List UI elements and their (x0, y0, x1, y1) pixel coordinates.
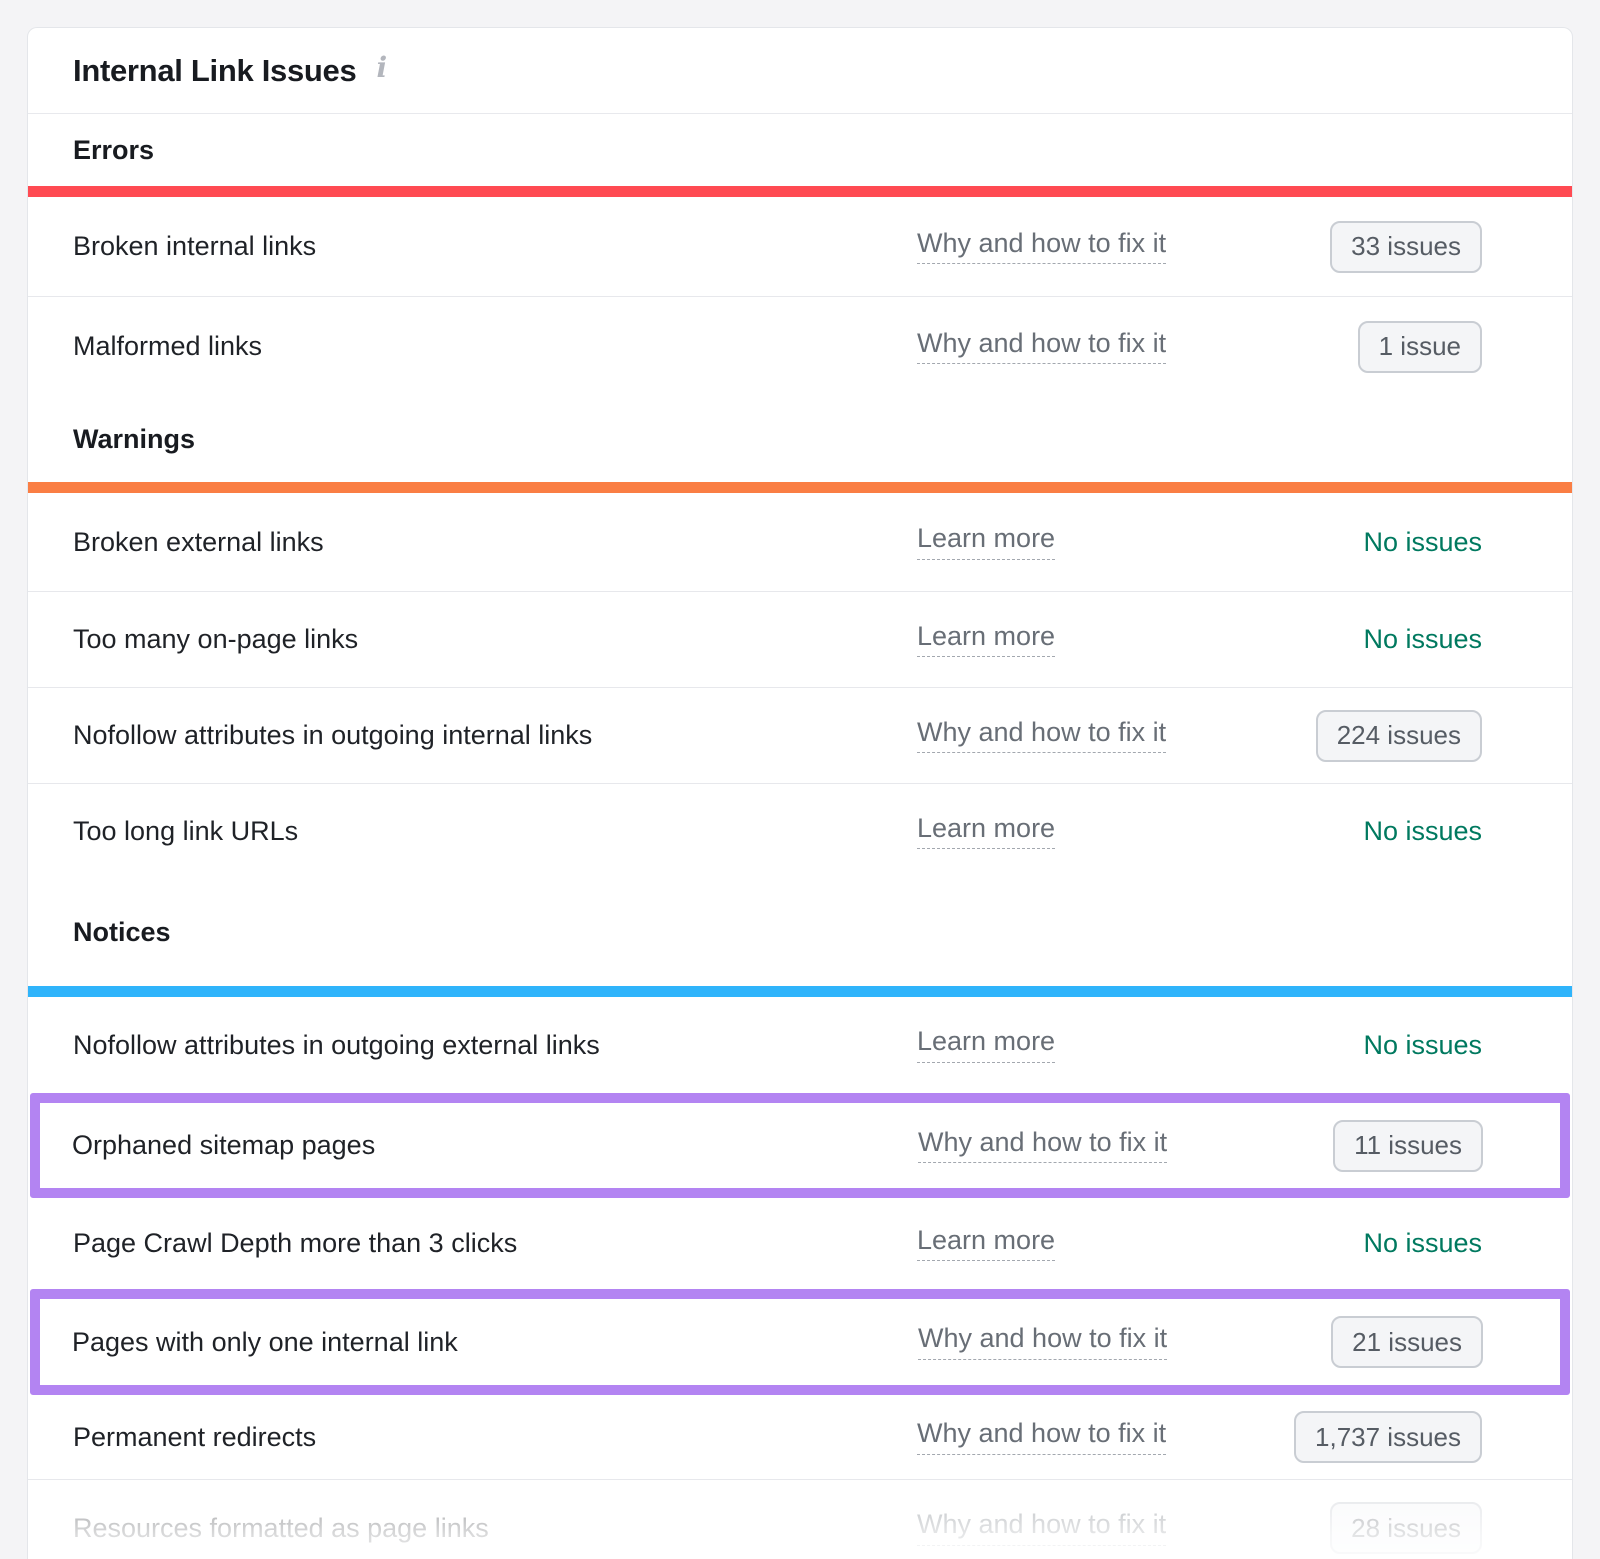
learn-more-link[interactable]: Learn more (917, 523, 1056, 560)
issue-row-permanent-redirects: Permanent redirects Why and how to fix i… (28, 1395, 1572, 1479)
issue-label: Broken internal links (73, 231, 317, 261)
issue-label: Page Crawl Depth more than 3 clicks (73, 1228, 518, 1258)
card-header: Internal Link Issues i (28, 28, 1572, 114)
issue-row-too-many-on-page-links: Too many on-page links Learn more No iss… (28, 592, 1572, 687)
errors-severity-bar (28, 186, 1572, 197)
issues-count-badge[interactable]: 224 issues (1315, 709, 1482, 762)
no-issues-status: No issues (1363, 526, 1482, 557)
learn-more-link[interactable]: Learn more (917, 813, 1056, 850)
issue-label: Permanent redirects (73, 1421, 317, 1452)
why-how-to-fix-link[interactable]: Why and how to fix it (917, 228, 1167, 265)
learn-more-link[interactable]: Learn more (917, 1026, 1056, 1063)
issues-count-badge[interactable]: 28 issues (1330, 1502, 1482, 1554)
why-how-to-fix-link[interactable]: Why and how to fix it (918, 1323, 1168, 1360)
why-how-to-fix-link[interactable]: Why and how to fix it (917, 1509, 1167, 1546)
issue-label: Pages with only one internal link (72, 1326, 458, 1357)
issue-label: Malformed links (73, 331, 263, 361)
issue-label: Nofollow attributes in outgoing internal… (73, 720, 593, 750)
issue-row-page-crawl-depth: Page Crawl Depth more than 3 clicks Lear… (28, 1198, 1572, 1289)
issue-row-nofollow-outgoing-internal: Nofollow attributes in outgoing internal… (28, 688, 1572, 783)
section-heading-errors: Errors (73, 134, 155, 165)
highlight-box-pages-one-internal-link: Pages with only one internal link Why an… (30, 1289, 1570, 1395)
issue-row-nofollow-outgoing-external: Nofollow attributes in outgoing external… (28, 997, 1572, 1093)
highlight-box-orphaned-sitemap-pages: Orphaned sitemap pages Why and how to fi… (30, 1093, 1570, 1198)
issue-row-pages-one-internal-link: Pages with only one internal link Why an… (40, 1299, 1560, 1385)
issue-label: Nofollow attributes in outgoing external… (73, 1029, 600, 1060)
no-issues-status: No issues (1363, 1029, 1482, 1060)
learn-more-link[interactable]: Learn more (917, 1225, 1056, 1262)
issue-row-broken-internal-links: Broken internal links Why and how to fix… (28, 197, 1572, 296)
issue-row-resources-formatted-as-page-links: Resources formatted as page links Why an… (28, 1480, 1572, 1559)
section-heading-warnings: Warnings (73, 423, 196, 454)
issue-label: Too many on-page links (73, 624, 359, 654)
row-separator (28, 1479, 1572, 1480)
row-separator (28, 591, 1572, 592)
issue-label: Broken external links (73, 526, 324, 557)
issues-count-badge[interactable]: 1,737 issues (1294, 1411, 1482, 1463)
issues-count-badge[interactable]: 33 issues (1330, 220, 1482, 273)
why-how-to-fix-link[interactable]: Why and how to fix it (917, 1418, 1167, 1455)
issue-row-too-long-link-urls: Too long link URLs Learn more No issues (28, 784, 1572, 879)
warnings-severity-bar (28, 482, 1572, 493)
why-how-to-fix-link[interactable]: Why and how to fix it (917, 328, 1167, 365)
no-issues-status: No issues (1363, 816, 1482, 846)
internal-link-issues-card: Internal Link Issues i Errors Broken int… (27, 27, 1573, 1559)
info-icon[interactable]: i (376, 51, 388, 84)
no-issues-status: No issues (1363, 624, 1482, 654)
why-how-to-fix-link[interactable]: Why and how to fix it (918, 1127, 1168, 1164)
issue-label: Resources formatted as page links (73, 1512, 489, 1543)
page-title: Internal Link Issues (73, 52, 357, 88)
row-separator (28, 783, 1572, 784)
row-separator (28, 687, 1572, 688)
issues-count-badge[interactable]: 1 issue (1357, 320, 1482, 373)
notices-severity-bar (28, 986, 1572, 997)
learn-more-link[interactable]: Learn more (917, 621, 1056, 658)
issue-row-broken-external-links: Broken external links Learn more No issu… (28, 493, 1572, 591)
section-heading-notices: Notices (73, 917, 171, 947)
issue-label: Too long link URLs (73, 816, 299, 846)
issue-label: Orphaned sitemap pages (72, 1130, 376, 1160)
row-separator (28, 296, 1572, 297)
issue-row-malformed-links: Malformed links Why and how to fix it 1 … (28, 297, 1572, 396)
why-how-to-fix-link[interactable]: Why and how to fix it (917, 717, 1167, 754)
no-issues-status: No issues (1363, 1228, 1482, 1258)
issue-row-orphaned-sitemap-pages: Orphaned sitemap pages Why and how to fi… (40, 1103, 1560, 1188)
issues-count-badge[interactable]: 21 issues (1331, 1316, 1483, 1368)
issues-count-badge[interactable]: 11 issues (1333, 1119, 1483, 1172)
